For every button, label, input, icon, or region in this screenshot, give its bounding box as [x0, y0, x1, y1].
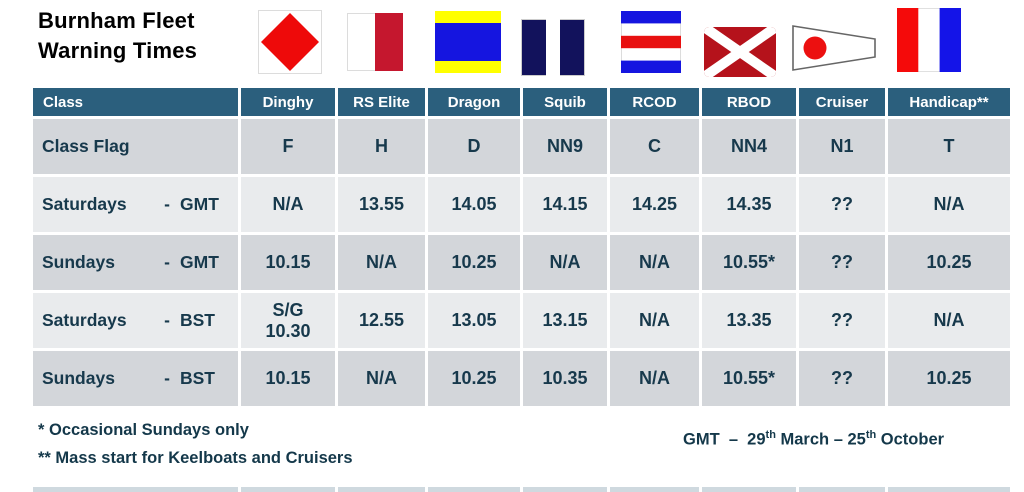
strip-segment	[610, 487, 699, 492]
table-cell: D	[428, 119, 520, 174]
col-header-rbod: RBOD	[702, 88, 796, 116]
table-cell: ??	[799, 177, 885, 232]
table-cell: H	[338, 119, 425, 174]
table-cell: 14.15	[523, 177, 607, 232]
strip-segment	[523, 487, 607, 492]
date-note-text: GMT – 29	[683, 430, 766, 449]
rbod-saltire-flag-icon	[704, 27, 776, 77]
col-header-cruiser: Cruiser	[799, 88, 885, 116]
table-cell: T	[888, 119, 1010, 174]
page-title: Burnham Fleet Warning Times	[38, 6, 197, 65]
table-cell: N/A	[610, 293, 699, 348]
row-label-day: Class Flag	[42, 136, 130, 156]
table-cell: 10.55*	[702, 235, 796, 290]
row-label-zone: BST	[180, 368, 215, 388]
table-cell: 10.25	[888, 351, 1010, 406]
date-note-text: March – 25	[775, 430, 866, 449]
foxtrot-flag-icon	[258, 10, 322, 74]
row-label-sundays-gmt: Sundays - GMT	[33, 235, 238, 290]
date-note-text: October	[876, 430, 945, 449]
table-cell: N/A	[338, 235, 425, 290]
table-cell: N/A	[241, 177, 335, 232]
footnotes: * Occasional Sundays only ** Mass start …	[38, 416, 353, 472]
row-label-day: Saturdays	[42, 310, 127, 330]
table-cell: NN9	[523, 119, 607, 174]
row-label-day: Saturdays	[42, 194, 127, 214]
page-title-line1: Burnham Fleet	[38, 8, 195, 33]
footnote-mass-start: ** Mass start for Keelboats and Cruisers	[38, 449, 353, 468]
tango-flag-icon	[897, 8, 961, 72]
col-header-rcod: RCOD	[610, 88, 699, 116]
date-note-sup: th	[865, 429, 877, 441]
table-cell: 10.25	[428, 351, 520, 406]
row-label-day: Sundays	[42, 252, 115, 272]
col-header-dragon: Dragon	[428, 88, 520, 116]
row-label-class-flag: Class Flag	[33, 119, 238, 174]
strip-segment	[799, 487, 885, 492]
table-cell: N/A	[888, 177, 1010, 232]
row-label-dash: -	[164, 252, 170, 272]
page-title-line2: Warning Times	[38, 37, 198, 63]
table-cell: 13.55	[338, 177, 425, 232]
strip-segment	[702, 487, 796, 492]
table-cell: N/A	[610, 235, 699, 290]
footnote-occasional-sundays: * Occasional Sundays only	[38, 421, 249, 439]
table-cell: ??	[799, 351, 885, 406]
table-cell: 10.25	[888, 235, 1010, 290]
table-cell: 13.35	[702, 293, 796, 348]
squib-class-flag-icon	[521, 19, 585, 76]
table-cell: N1	[799, 119, 885, 174]
col-header-squib: Squib	[523, 88, 607, 116]
table-cell: 14.35	[702, 177, 796, 232]
table-cell: 13.15	[523, 293, 607, 348]
table-cell: F	[241, 119, 335, 174]
table-cell: 10.35	[523, 351, 607, 406]
row-label-dash: -	[164, 194, 170, 214]
row-label-zone: BST	[180, 310, 215, 330]
row-label-sundays-bst: Sundays - BST	[33, 351, 238, 406]
col-header-class: Class	[33, 88, 238, 116]
row-label-saturdays-bst: Saturdays - BST	[33, 293, 238, 348]
table-cell: 14.25	[610, 177, 699, 232]
table-cell: 10.15	[241, 351, 335, 406]
row-label-saturdays-gmt: Saturdays - GMT	[33, 177, 238, 232]
col-header-dinghy: Dinghy	[241, 88, 335, 116]
table-cell: S/G 10.30	[241, 293, 335, 348]
row-label-zone: GMT	[180, 194, 219, 214]
table-cell: 10.55*	[702, 351, 796, 406]
row-label-day: Sundays	[42, 368, 115, 388]
row-label-dash: -	[164, 310, 170, 330]
strip-segment	[241, 487, 335, 492]
warning-times-table: Class Dinghy RS Elite Dragon Squib RCOD …	[33, 88, 1010, 406]
strip-segment	[33, 487, 238, 492]
table-cell: 13.05	[428, 293, 520, 348]
row-label-zone: GMT	[180, 252, 219, 272]
table-cell: 10.15	[241, 235, 335, 290]
table-cell: NN4	[702, 119, 796, 174]
gmt-date-range-note: GMT – 29th March – 25th October	[683, 429, 944, 450]
table-cell: ??	[799, 235, 885, 290]
delta-flag-icon	[435, 11, 501, 73]
table-cell: 10.25	[428, 235, 520, 290]
bottom-continuation-strip	[33, 487, 1010, 492]
row-label-dash: -	[164, 368, 170, 388]
strip-segment	[338, 487, 425, 492]
date-note-sup: th	[765, 429, 776, 441]
charlie-flag-icon	[621, 11, 681, 73]
table-cell: ??	[799, 293, 885, 348]
table-cell: N/A	[610, 351, 699, 406]
table-cell: N/A	[338, 351, 425, 406]
strip-segment	[888, 487, 1010, 492]
table-cell: 12.55	[338, 293, 425, 348]
strip-segment	[428, 487, 520, 492]
numeral-1-pennant-icon	[791, 22, 877, 74]
table-cell: C	[610, 119, 699, 174]
table-cell: N/A	[888, 293, 1010, 348]
col-header-rs-elite: RS Elite	[338, 88, 425, 116]
col-header-handicap: Handicap**	[888, 88, 1010, 116]
hotel-flag-icon	[347, 13, 403, 71]
table-cell: N/A	[523, 235, 607, 290]
table-cell: 14.05	[428, 177, 520, 232]
